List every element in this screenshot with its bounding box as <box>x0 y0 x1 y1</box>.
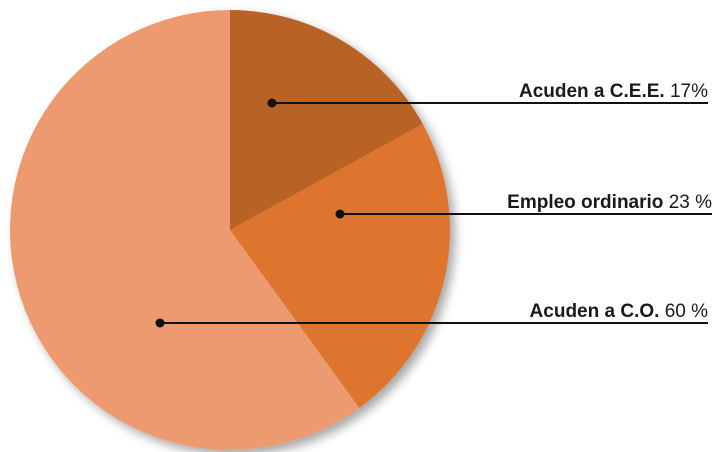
leader-dot <box>155 318 165 328</box>
labels: Acuden a C.E.E. 17% Empleo ordinario 23 %… <box>155 81 712 328</box>
pie-slice <box>230 124 450 408</box>
category-label: Acuden a C.O. <box>530 301 660 322</box>
pie-slice <box>9 10 360 450</box>
leader-dot <box>267 98 277 108</box>
leader-dot <box>335 209 345 219</box>
slice-label: Empleo ordinario 23 % <box>507 192 712 213</box>
pie <box>9 10 450 450</box>
category-label: Acuden a C.E.E. <box>519 81 665 102</box>
slice-label: Acuden a C.E.E. 17% <box>519 81 708 102</box>
value-label: 17% <box>670 81 708 102</box>
slice-label: Acuden a C.O. 60 % <box>530 301 709 322</box>
pie-slice <box>230 10 423 230</box>
category-label: Empleo ordinario <box>507 192 663 213</box>
value-label: 23 % <box>669 192 712 213</box>
value-label: 60 % <box>665 301 708 322</box>
